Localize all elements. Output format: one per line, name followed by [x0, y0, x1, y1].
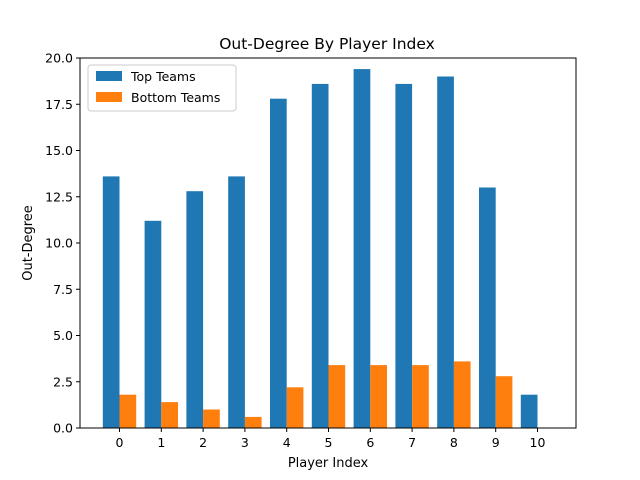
- legend-label-top-teams: Top Teams: [130, 69, 196, 84]
- bar-top-teams-3: [228, 176, 245, 428]
- x-tick-label-1: 1: [157, 435, 165, 450]
- plot-frame: [79, 57, 577, 429]
- x-tick-label-6: 6: [366, 435, 374, 450]
- bar-bottom-teams-1: [161, 402, 178, 428]
- x-tick-label-8: 8: [450, 435, 458, 450]
- bar-bottom-teams-4: [286, 387, 304, 428]
- y-tick-label-7.5: 7.5: [53, 282, 73, 297]
- x-axis-label: Player Index: [288, 456, 369, 471]
- bar-bottom-teams-9: [495, 376, 513, 428]
- bar-top-teams-7: [395, 83, 413, 429]
- y-tick-label-17.5: 17.5: [45, 97, 73, 112]
- chart-title: Out-Degree By Player Index: [219, 35, 435, 53]
- bar-top-teams-4: [270, 98, 287, 428]
- x-tick-label-3: 3: [241, 435, 249, 450]
- x-tick-label-4: 4: [283, 435, 291, 450]
- legend-label-bottom-teams: Bottom Teams: [131, 90, 220, 105]
- bar-top-teams-0: [102, 176, 120, 428]
- bar-top-teams-6: [353, 69, 371, 428]
- bar-bottom-teams-7: [412, 365, 429, 428]
- bar-top-teams-9: [479, 187, 496, 428]
- bar-bottom-teams-3: [244, 416, 262, 428]
- bar-top-teams-8: [437, 76, 454, 428]
- bar-bottom-teams-0: [119, 394, 137, 428]
- legend-swatch-bottom-teams: [96, 92, 122, 102]
- legend-box: [87, 64, 237, 112]
- x-tick-label-5: 5: [325, 435, 333, 450]
- y-tick-label-2.5: 2.5: [53, 374, 73, 389]
- bar-bottom-teams-5: [328, 365, 346, 428]
- bar-bottom-teams-6: [370, 365, 387, 428]
- y-tick-label-20.0: 20.0: [45, 51, 73, 66]
- y-tick-label-15.0: 15.0: [45, 143, 73, 158]
- y-tick-label-5.0: 5.0: [53, 328, 73, 343]
- y-axis: 0.0 2.5 5.0 7.5 10.0 12.5 15.0 17.5 20.0: [45, 51, 80, 436]
- x-axis: 0 1 2 3 4 5 6 7 8 9 10: [116, 428, 546, 450]
- x-tick-label-7: 7: [408, 435, 416, 450]
- y-tick-label-10.0: 10.0: [45, 236, 73, 251]
- y-tick-label-12.5: 12.5: [45, 189, 73, 204]
- y-tick-label-0.0: 0.0: [53, 421, 73, 436]
- bar-bottom-teams-8: [453, 361, 471, 428]
- legend-swatch-top-teams: [96, 71, 122, 81]
- y-axis-label: Out-Degree: [21, 205, 36, 281]
- bar-top-teams-1: [144, 220, 162, 428]
- bar-top-teams-2: [186, 191, 204, 428]
- x-tick-label-10: 10: [530, 435, 546, 450]
- bar-bottom-teams-2: [203, 409, 220, 428]
- legend: Top Teams Bottom Teams: [87, 64, 237, 112]
- x-tick-label-2: 2: [199, 435, 207, 450]
- bar-top-teams-10: [520, 394, 538, 428]
- bar-top-teams-5: [311, 83, 329, 429]
- x-tick-label-9: 9: [492, 435, 500, 450]
- x-tick-label-0: 0: [116, 435, 124, 450]
- bars-group: [102, 69, 538, 429]
